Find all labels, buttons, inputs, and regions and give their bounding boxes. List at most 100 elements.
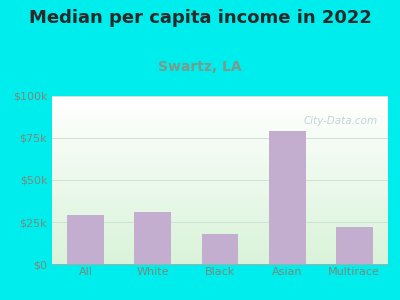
Bar [52, 128, 388, 129]
Bar [52, 159, 388, 160]
Bar [52, 205, 388, 206]
Bar [134, 212, 171, 264]
Bar [52, 243, 388, 244]
Bar [52, 104, 388, 105]
Bar [52, 101, 388, 102]
Bar [52, 149, 388, 150]
Bar [52, 192, 388, 193]
Bar [52, 112, 388, 113]
Bar [52, 108, 388, 109]
Bar [52, 123, 388, 124]
Bar [52, 230, 388, 231]
Bar [52, 240, 388, 241]
Bar [52, 111, 388, 112]
Bar [52, 127, 388, 128]
Bar [52, 212, 388, 213]
Bar [52, 99, 388, 100]
Bar [52, 136, 388, 137]
Bar [52, 229, 388, 230]
Bar [52, 201, 388, 202]
Bar [52, 161, 388, 162]
Bar [52, 103, 388, 104]
Bar [52, 222, 388, 223]
Bar [52, 106, 388, 107]
Bar [52, 164, 388, 165]
Bar [52, 109, 388, 110]
Bar [52, 190, 388, 191]
Bar [52, 141, 388, 142]
Bar [52, 139, 388, 140]
Bar [52, 247, 388, 248]
Bar [52, 100, 388, 101]
Bar [52, 245, 388, 246]
Bar [52, 208, 388, 209]
Bar [52, 214, 388, 215]
Bar [52, 219, 388, 220]
Bar [52, 121, 388, 122]
Bar [52, 232, 388, 233]
Bar [52, 153, 388, 154]
Bar [202, 234, 238, 264]
Bar [52, 158, 388, 159]
Bar [52, 157, 388, 158]
Bar [52, 115, 388, 116]
Bar [52, 102, 388, 103]
Bar [52, 184, 388, 185]
Bar [52, 174, 388, 175]
Bar [52, 148, 388, 149]
Bar [52, 250, 388, 251]
Bar [52, 172, 388, 173]
Bar [52, 231, 388, 232]
Bar [52, 189, 388, 190]
Bar [52, 197, 388, 198]
Bar [52, 252, 388, 253]
Bar [52, 215, 388, 216]
Bar [52, 233, 388, 234]
Bar [52, 186, 388, 187]
Bar [52, 131, 388, 132]
Bar [52, 194, 388, 195]
Bar [52, 132, 388, 133]
Bar [52, 105, 388, 106]
Bar [52, 113, 388, 114]
Bar [52, 145, 388, 146]
Bar [52, 181, 388, 182]
Bar [52, 129, 388, 130]
Bar [52, 177, 388, 178]
Bar [52, 187, 388, 188]
Bar [52, 202, 388, 203]
Bar [52, 251, 388, 252]
Bar [52, 216, 388, 217]
Bar [52, 237, 388, 238]
Bar [52, 255, 388, 256]
Bar [52, 97, 388, 98]
Bar [52, 242, 388, 243]
Bar [52, 244, 388, 245]
Bar [52, 256, 388, 257]
Bar [52, 195, 388, 196]
Bar [52, 198, 388, 199]
Bar [52, 155, 388, 156]
Bar [52, 225, 388, 226]
Bar [52, 96, 388, 97]
Bar [52, 133, 388, 134]
Bar [52, 125, 388, 126]
Bar [52, 263, 388, 264]
Bar [52, 160, 388, 161]
Bar [52, 162, 388, 163]
Bar [52, 120, 388, 121]
Bar [52, 169, 388, 170]
Bar [52, 173, 388, 174]
Bar [52, 179, 388, 180]
Bar [52, 259, 388, 260]
Bar [52, 191, 388, 192]
Bar [52, 239, 388, 240]
Bar [52, 134, 388, 135]
Bar [52, 206, 388, 207]
Bar [52, 166, 388, 167]
Bar [52, 170, 388, 171]
Bar [52, 130, 388, 131]
Bar [52, 196, 388, 197]
Bar [52, 226, 388, 227]
Bar [52, 211, 388, 212]
